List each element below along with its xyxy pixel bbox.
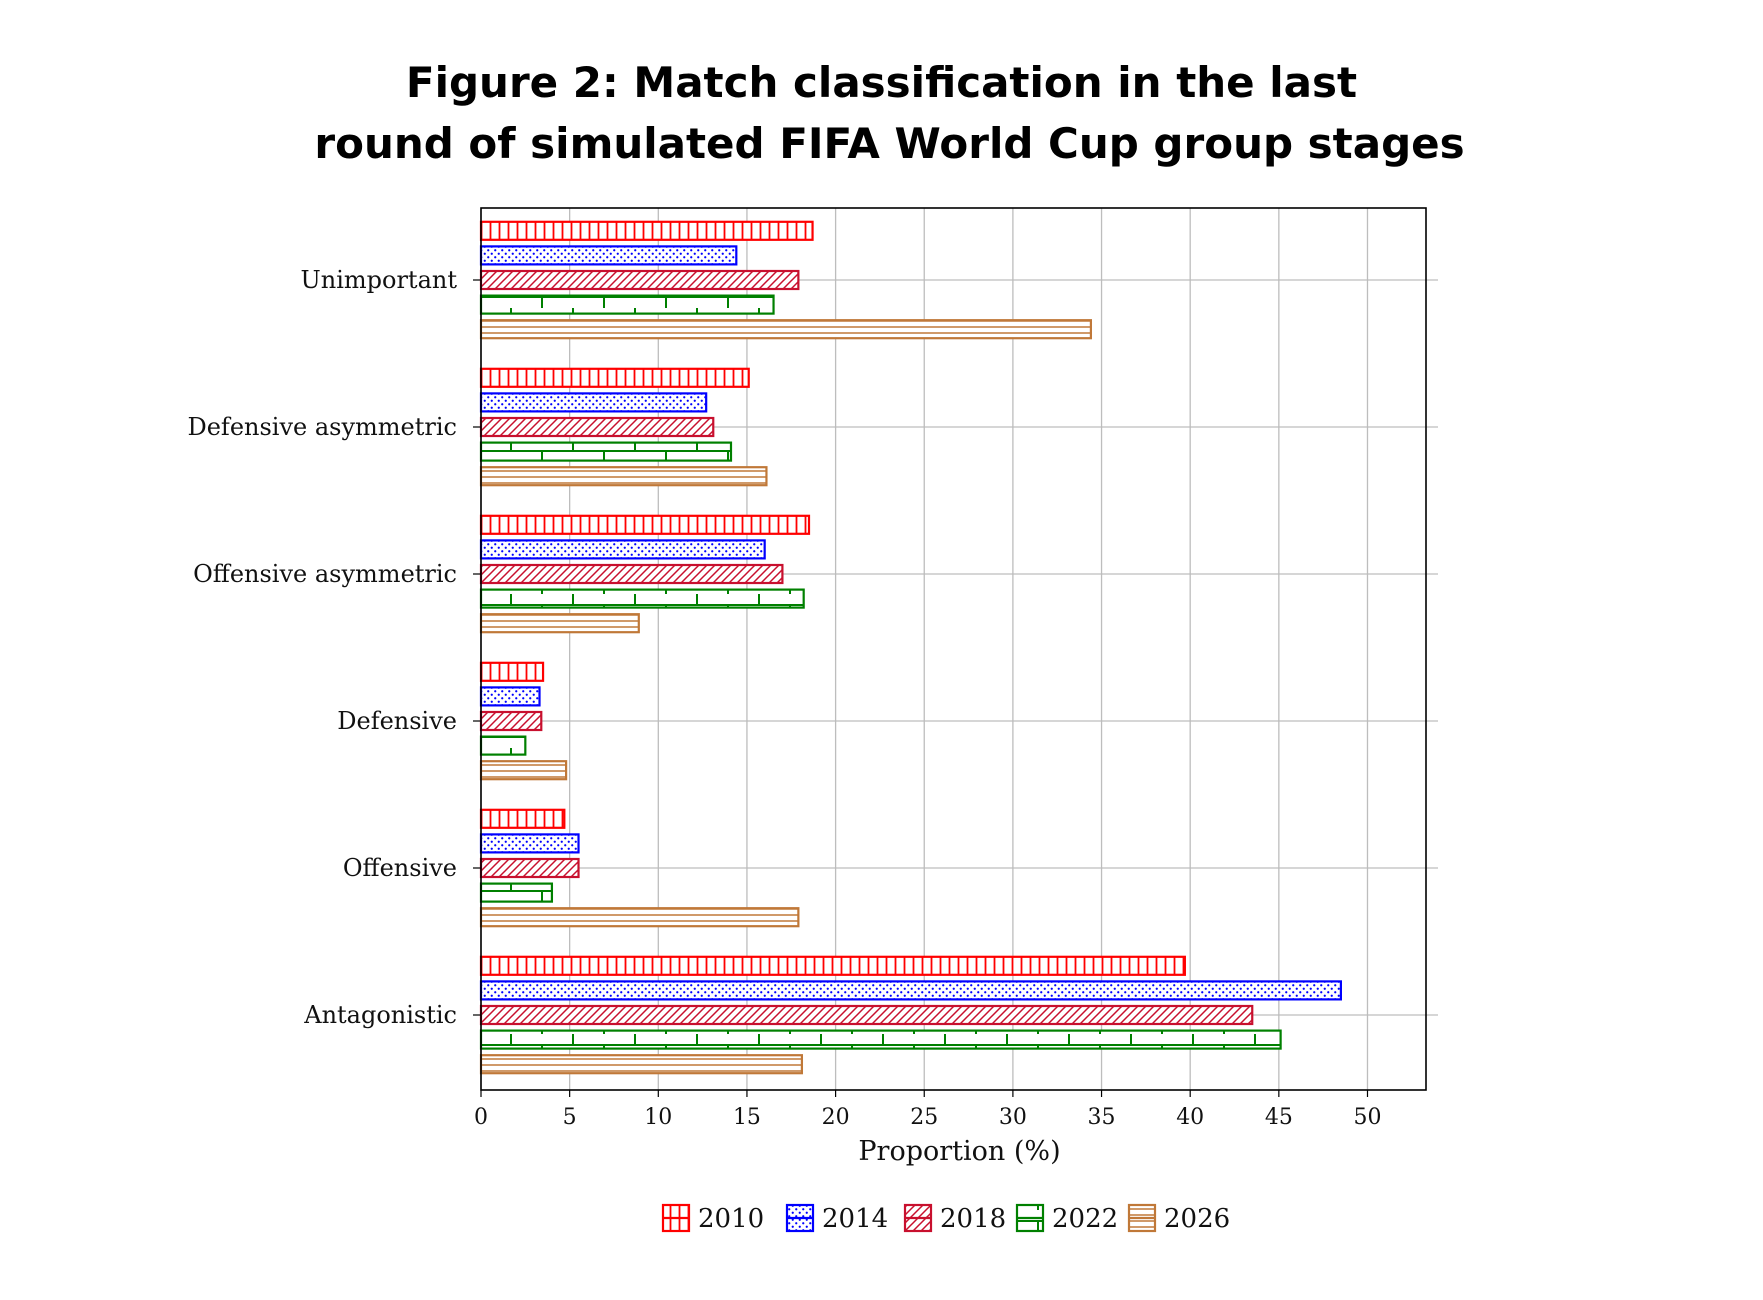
bar-2018 — [479, 710, 543, 732]
category-label: Defensive asymmetric — [187, 413, 457, 441]
x-tick-label: 30 — [999, 1105, 1027, 1130]
chart-title-line-2: round of simulated FIFA World Cup group … — [314, 119, 1465, 168]
x-tick-label: 35 — [1088, 1105, 1116, 1130]
legend-item-2018: 2018 — [903, 1203, 1006, 1234]
legend-item-2010: 2010 — [661, 1203, 764, 1234]
x-tick-label: 50 — [1353, 1105, 1381, 1130]
bar-2018 — [479, 1004, 1254, 1026]
legend-label: 2022 — [1052, 1204, 1118, 1234]
legend-label: 2010 — [698, 1204, 764, 1234]
x-tick-label: 20 — [822, 1105, 850, 1130]
bar-2010 — [479, 514, 811, 535]
bar-2026 — [479, 907, 800, 928]
bar-2014 — [479, 686, 541, 707]
axis-ticks: 0 5 10 15 20 25 30 35 40 45 50 — [473, 279, 1381, 1130]
category-label: Antagonistic — [303, 1001, 457, 1029]
x-tick-label: 10 — [644, 1105, 672, 1130]
bars — [479, 220, 1342, 1075]
bar-2022 — [479, 735, 527, 756]
x-axis-label: Proportion (%) — [858, 1136, 1060, 1167]
bar-2022 — [479, 882, 554, 903]
legend-label: 2018 — [940, 1204, 1006, 1234]
bar-2026 — [479, 466, 768, 487]
bar-2010 — [479, 367, 750, 388]
category-label: Offensive — [343, 854, 457, 882]
bar-2014 — [479, 392, 708, 413]
bar-2026 — [479, 1054, 804, 1075]
x-tick-label: 40 — [1176, 1105, 1204, 1130]
bar-2018 — [479, 416, 715, 438]
legend-item-2014: 2014 — [785, 1203, 888, 1234]
bar-2010 — [479, 661, 545, 682]
category-label: Unimportant — [301, 266, 458, 294]
bar-2010 — [479, 955, 1186, 976]
bar-2026 — [479, 319, 1093, 340]
legend-item-2022: 2022 — [1015, 1203, 1118, 1234]
bar-2014 — [479, 833, 580, 854]
x-tick-label: 0 — [474, 1105, 488, 1130]
bar-2026 — [479, 760, 568, 781]
legend-label: 2026 — [1164, 1204, 1230, 1234]
bar-2014 — [479, 245, 738, 266]
bar-2022 — [479, 588, 805, 609]
chart-title-line-1: Figure 2: Match classification in the la… — [405, 58, 1358, 107]
x-tick-label: 25 — [910, 1105, 938, 1130]
chart-title: Figure 2: Match classification in the la… — [0, 52, 1763, 174]
x-tick-label: 45 — [1265, 1105, 1293, 1130]
bar-2010 — [479, 808, 566, 829]
category-label: Defensive — [337, 707, 457, 735]
legend-item-2026: 2026 — [1127, 1203, 1230, 1234]
grid-lines — [480, 208, 1438, 1090]
bar-2022 — [479, 1029, 1282, 1050]
category-label: Offensive asymmetric — [193, 560, 457, 588]
category-labels: Unimportant Defensive asymmetric Offensive… — [187, 266, 457, 1029]
plot-frame — [480, 207, 1427, 1091]
bar-2014 — [479, 980, 1342, 1001]
x-tick-label: 5 — [563, 1105, 577, 1130]
bar-2018 — [479, 269, 800, 291]
bar-2026 — [479, 613, 640, 634]
bar-2018 — [479, 857, 580, 879]
legend-label: 2014 — [822, 1204, 888, 1234]
bar-2022 — [479, 441, 733, 462]
bar-2014 — [479, 539, 766, 560]
legend: 2010 2014 2018 2022 2026 — [661, 1203, 1230, 1234]
bar-2022 — [479, 294, 775, 315]
bar-2010 — [479, 220, 814, 241]
x-tick-label: 15 — [733, 1105, 761, 1130]
bar-2018 — [479, 563, 784, 585]
